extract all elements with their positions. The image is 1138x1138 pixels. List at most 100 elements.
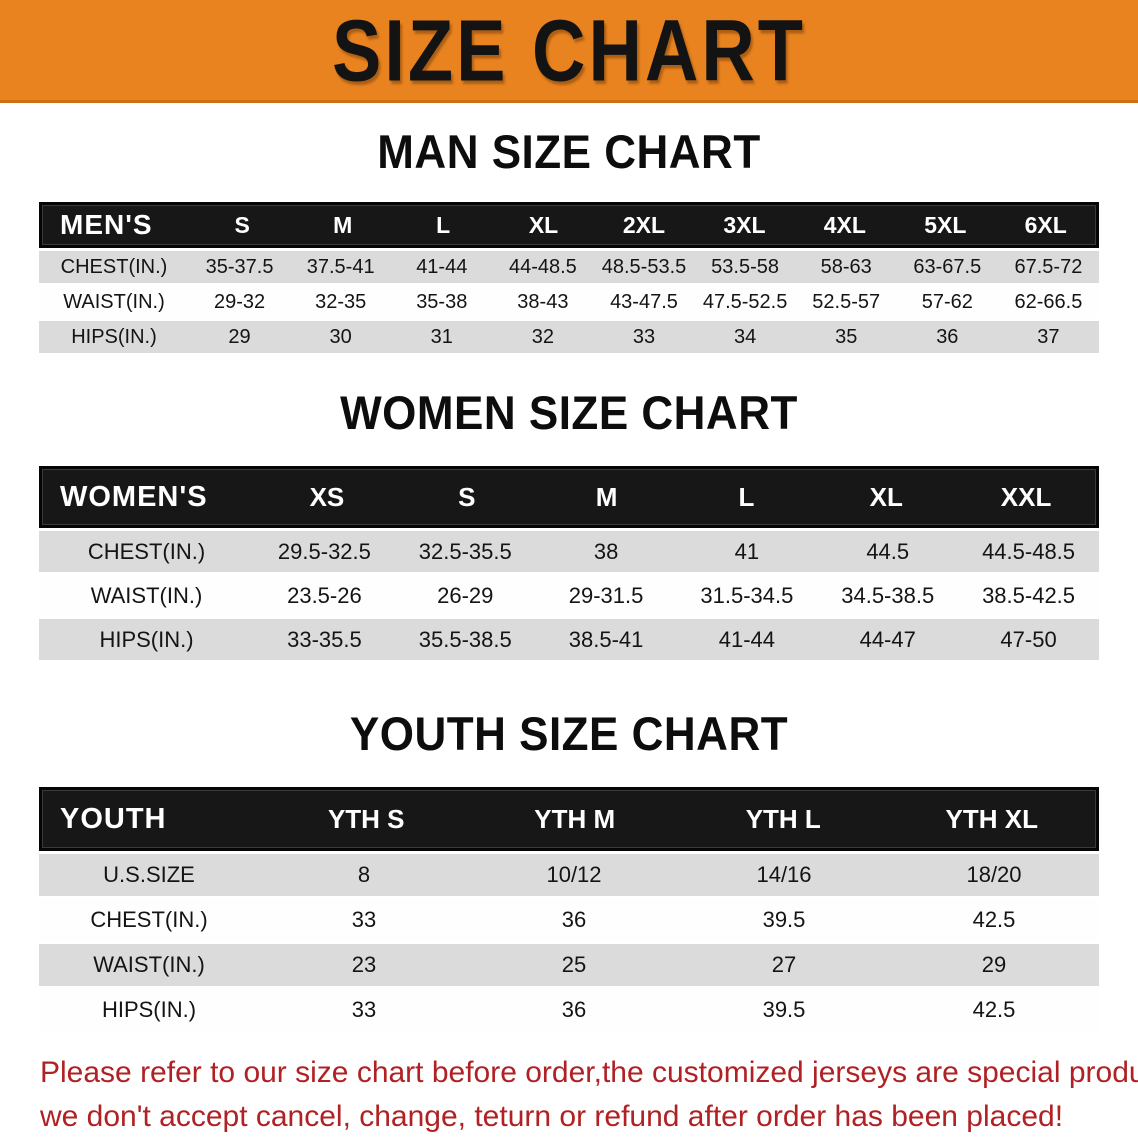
youth-corner-label: YOUTH [42, 803, 262, 836]
order-warning-text: Please refer to our size chart before or… [40, 1051, 1138, 1138]
men-size-header-3: L [393, 212, 493, 239]
banner-title: SIZE CHART [332, 0, 806, 100]
women-cell-2-2: 26-29 [395, 583, 536, 609]
youth-cell-1-1: 8 [259, 862, 469, 888]
men-size-header-1: S [192, 212, 292, 239]
youth-cell-4-2: 36 [469, 997, 679, 1023]
women-cell-3-1: 33-35.5 [254, 627, 395, 653]
women-cell-2-4: 31.5-34.5 [676, 583, 817, 609]
women-cell-3-2: 35.5-38.5 [395, 627, 536, 653]
men-size-header-8: 5XL [895, 212, 995, 239]
women-row-label: WAIST(IN.) [39, 583, 254, 609]
men-cell-2-1: 29-32 [189, 291, 290, 314]
women-size-header-2: S [397, 482, 537, 513]
women-row-label: CHEST(IN.) [39, 539, 254, 565]
men-cell-2-6: 47.5-52.5 [695, 291, 796, 314]
men-cell-1-5: 48.5-53.5 [593, 256, 694, 279]
men-cell-1-2: 37.5-41 [290, 256, 391, 279]
women-cell-3-4: 41-44 [676, 627, 817, 653]
men-cell-3-4: 32 [492, 326, 593, 349]
youth-cell-3-4: 29 [889, 952, 1099, 978]
youth-row-label: CHEST(IN.) [39, 907, 259, 933]
men-size-header-2: M [292, 212, 392, 239]
men-cell-3-5: 33 [593, 326, 694, 349]
men-cell-2-4: 38-43 [492, 291, 593, 314]
men-cell-3-3: 31 [391, 326, 492, 349]
men-row-label: WAIST(IN.) [39, 291, 189, 314]
men-size-header-4: XL [493, 212, 593, 239]
men-cell-3-6: 34 [695, 326, 796, 349]
youth-row-label: U.S.SIZE [39, 862, 259, 888]
youth-size-header-3: YTH L [679, 804, 888, 835]
youth-cell-2-2: 36 [469, 907, 679, 933]
youth-cell-1-2: 10/12 [469, 862, 679, 888]
women-cell-1-1: 29.5-32.5 [254, 539, 395, 565]
youth-cell-2-3: 39.5 [679, 907, 889, 933]
men-size-header-5: 2XL [594, 212, 694, 239]
youth-cell-3-3: 27 [679, 952, 889, 978]
men-corner-label: MEN'S [42, 209, 192, 241]
youth-size-header-4: YTH XL [888, 804, 1097, 835]
women-cell-2-3: 29-31.5 [536, 583, 677, 609]
women-corner-label: WOMEN'S [42, 481, 257, 514]
youth-cell-1-4: 18/20 [889, 862, 1099, 888]
men-row-label: CHEST(IN.) [39, 256, 189, 279]
order-warning-line-2: we don't accept cancel, change, teturn o… [40, 1095, 1138, 1138]
men-cell-1-6: 53.5-58 [695, 256, 796, 279]
men-cell-2-8: 57-62 [897, 291, 998, 314]
men-size-header-7: 4XL [795, 212, 895, 239]
youth-row-label: WAIST(IN.) [39, 952, 259, 978]
women-cell-1-5: 44.5 [817, 539, 958, 565]
youth-cell-2-1: 33 [259, 907, 469, 933]
men-cell-3-7: 35 [796, 326, 897, 349]
men-size-header-9: 6XL [996, 212, 1096, 239]
men-cell-2-2: 32-35 [290, 291, 391, 314]
men-cell-1-1: 35-37.5 [189, 256, 290, 279]
youth-cell-4-4: 42.5 [889, 997, 1099, 1023]
youth-cell-1-3: 14/16 [679, 862, 889, 888]
youth-cell-2-4: 42.5 [889, 907, 1099, 933]
men-cell-2-7: 52.5-57 [796, 291, 897, 314]
men-cell-1-3: 41-44 [391, 256, 492, 279]
men-cell-3-8: 36 [897, 326, 998, 349]
men-size-header-6: 3XL [694, 212, 794, 239]
women-row-label: HIPS(IN.) [39, 627, 254, 653]
men-cell-2-5: 43-47.5 [593, 291, 694, 314]
youth-size-header-2: YTH M [471, 804, 680, 835]
youth-section-title: YOUTH SIZE CHART [0, 708, 1138, 762]
men-cell-2-9: 62-66.5 [998, 291, 1099, 314]
women-cell-1-3: 38 [536, 539, 677, 565]
men-cell-3-2: 30 [290, 326, 391, 349]
order-warning-line-1: Please refer to our size chart before or… [40, 1051, 1138, 1095]
size-chart-banner: SIZE CHART [0, 0, 1138, 103]
women-cell-1-6: 44.5-48.5 [958, 539, 1099, 565]
men-cell-3-9: 37 [998, 326, 1099, 349]
men-cell-1-9: 67.5-72 [998, 256, 1099, 279]
youth-cell-4-1: 33 [259, 997, 469, 1023]
men-cell-1-4: 44-48.5 [492, 256, 593, 279]
women-cell-1-2: 32.5-35.5 [395, 539, 536, 565]
men-cell-1-8: 63-67.5 [897, 256, 998, 279]
youth-size-header-1: YTH S [262, 804, 471, 835]
women-size-header-1: XS [257, 482, 397, 513]
women-size-header-6: XXL [956, 482, 1096, 513]
men-cell-3-1: 29 [189, 326, 290, 349]
youth-row-label: HIPS(IN.) [39, 997, 259, 1023]
women-cell-2-1: 23.5-26 [254, 583, 395, 609]
women-cell-3-3: 38.5-41 [536, 627, 677, 653]
women-size-header-4: L [676, 482, 816, 513]
